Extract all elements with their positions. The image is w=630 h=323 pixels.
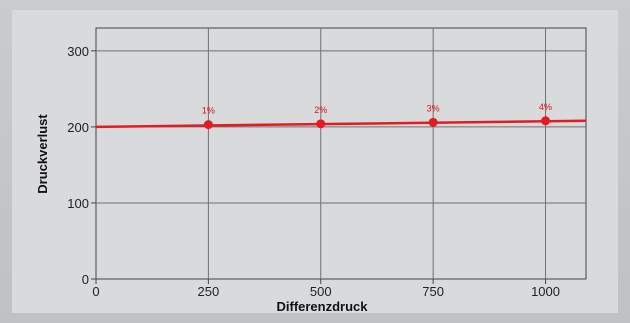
data-point bbox=[428, 117, 438, 127]
y-tick-label: 100 bbox=[67, 196, 89, 211]
x-tick-label: 0 bbox=[92, 284, 99, 299]
y-tick-label: 200 bbox=[67, 120, 89, 135]
y-tick-label: 0 bbox=[82, 272, 89, 287]
data-label: 1% bbox=[202, 106, 215, 116]
data-point bbox=[541, 116, 551, 126]
data-point bbox=[203, 120, 213, 130]
data-label: 2% bbox=[314, 105, 327, 115]
x-tick-label: 750 bbox=[422, 284, 444, 299]
series-layer: 1% 2% 3% 4% bbox=[95, 102, 587, 130]
line-chart: 0 250 500 750 1000 0 100 200 300 1% 2% 3% 4% Diffe… bbox=[35, 27, 587, 313]
data-label: 4% bbox=[539, 102, 552, 112]
y-axis-title: Druckverlust bbox=[35, 114, 50, 194]
data-label: 3% bbox=[427, 103, 440, 113]
series-line bbox=[95, 119, 587, 129]
x-axis-ticks: 0 250 500 750 1000 bbox=[92, 279, 560, 299]
data-point bbox=[316, 119, 326, 129]
x-tick-label: 1000 bbox=[531, 284, 560, 299]
x-tick-label: 250 bbox=[198, 284, 220, 299]
x-tick-label: 500 bbox=[310, 284, 332, 299]
x-axis-title: Differenzdruck bbox=[276, 299, 368, 313]
y-tick-label: 300 bbox=[67, 44, 89, 59]
y-axis-ticks: 0 100 200 300 bbox=[67, 44, 96, 287]
plot-background bbox=[95, 27, 587, 280]
chart-frame: 0 250 500 750 1000 0 100 200 300 1% 2% 3% 4% Diffe… bbox=[12, 10, 618, 313]
